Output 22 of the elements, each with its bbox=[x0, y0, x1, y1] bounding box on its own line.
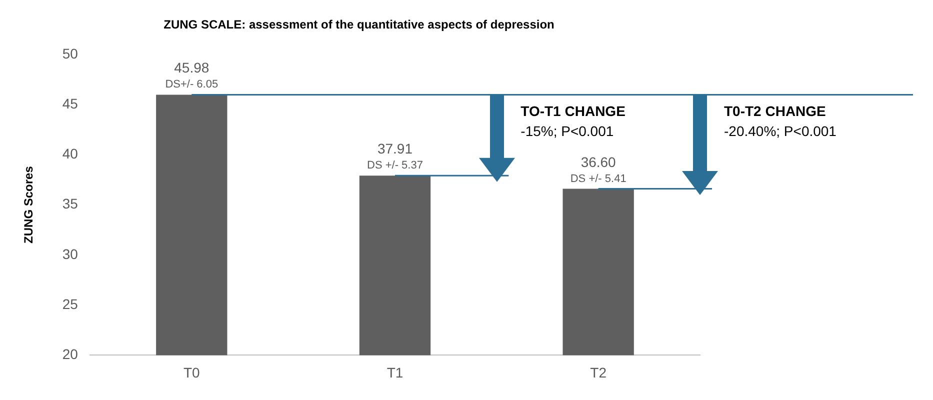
chart-title: ZUNG SCALE: assessment of the quantitative aspects of depression bbox=[164, 18, 554, 32]
data-label: 45.98 bbox=[174, 60, 210, 76]
y-tick-label: 30 bbox=[62, 246, 78, 262]
y-tick-label: 20 bbox=[62, 346, 78, 362]
annotation: DS +/- 5.37 bbox=[367, 160, 423, 172]
text: T0-T2 CHANGE bbox=[724, 102, 827, 121]
x-tick-label: T2 bbox=[590, 364, 607, 380]
annotation: DS +/- 5.41 bbox=[570, 172, 626, 185]
y-tick-label: 45 bbox=[62, 95, 78, 112]
text: -20.40%; P<0.001 bbox=[724, 122, 836, 141]
annotation: DS+/- 6.05 bbox=[165, 78, 218, 91]
x-tick-label: T1 bbox=[386, 364, 404, 380]
annotation: -15%; P<0.001 bbox=[520, 122, 615, 141]
y-tick-label: 50 bbox=[62, 45, 78, 62]
data-label: 36.60 bbox=[580, 154, 616, 170]
x-tick-label: T0 bbox=[183, 364, 200, 380]
y-tick-label: 40 bbox=[62, 146, 78, 162]
data-label: 37.91 bbox=[377, 140, 413, 157]
annotation: TO-T1 CHANGE bbox=[520, 102, 626, 121]
y-tick-label: 35 bbox=[62, 196, 78, 212]
y-tick-label: 25 bbox=[62, 296, 78, 312]
y-axis-title: ZUNG Scores bbox=[22, 166, 36, 244]
